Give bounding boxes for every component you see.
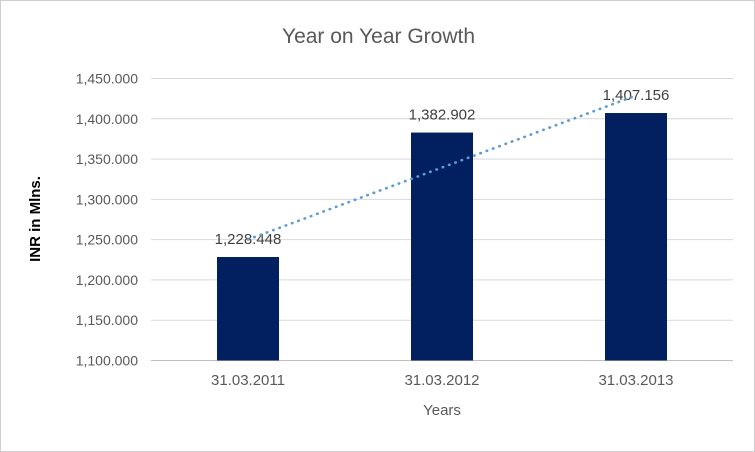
y-tick-label: 1,100.000	[76, 353, 138, 369]
y-tick-label: 1,200.000	[76, 272, 138, 288]
y-tick-label: 1,450.000	[76, 71, 138, 87]
bar-31.03.2011	[217, 257, 279, 361]
bar-31.03.2013	[605, 113, 667, 361]
data-label: 1,382.902	[409, 107, 476, 124]
bar-31.03.2012	[411, 132, 473, 361]
x-tick-label: 31.03.2013	[598, 372, 673, 389]
x-axis-title: Years	[423, 402, 461, 419]
y-tick-label: 1,400.000	[76, 111, 138, 127]
x-tick-label: 31.03.2012	[404, 372, 479, 389]
trendline	[246, 94, 638, 241]
chart-title: Year on Year Growth	[281, 25, 476, 48]
y-tick-label: 1,350.000	[76, 151, 138, 167]
x-tick-label: 31.03.2011	[211, 372, 285, 389]
y-tick-label: 1,150.000	[76, 312, 138, 328]
data-label: 1,407.156	[603, 87, 670, 104]
y-tick-label: 1,250.000	[76, 232, 138, 248]
y-tick-label: 1,300.000	[76, 191, 138, 207]
